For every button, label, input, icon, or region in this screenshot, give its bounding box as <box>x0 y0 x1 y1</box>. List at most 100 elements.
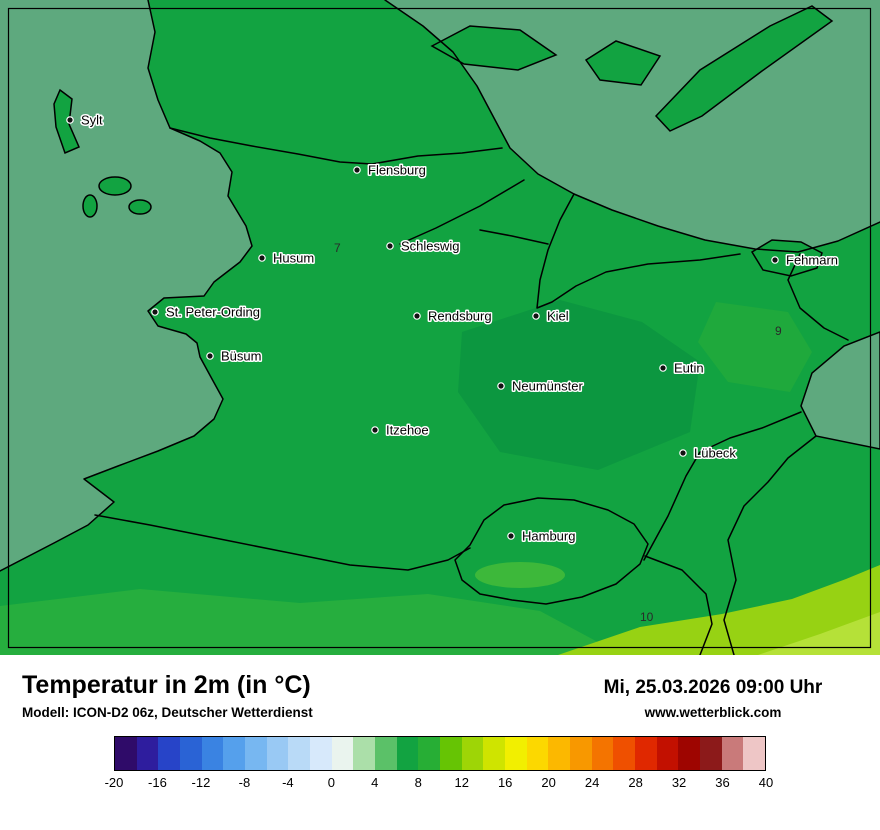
colorbar-segment <box>570 737 592 770</box>
city-dot <box>371 426 379 434</box>
city-label: Husum <box>273 251 314 266</box>
city-label: Fehmarn <box>786 253 838 268</box>
colorbar-segment <box>635 737 657 770</box>
colorbar-segment <box>136 737 159 770</box>
colorbar-segment <box>505 737 527 770</box>
island-langeland <box>654 5 834 132</box>
colorbar-tick: -12 <box>191 775 211 790</box>
map-footer: Temperatur in 2m (in °C) Mi, 25.03.2026 … <box>0 655 880 830</box>
city-dot <box>659 364 667 372</box>
temp-patch-lime-light <box>758 612 880 655</box>
city-label: Sylt <box>81 113 103 128</box>
city-label: Hamburg <box>522 529 575 544</box>
colorbar-segment <box>613 737 636 770</box>
city-label: Flensburg <box>368 163 426 178</box>
city-dot <box>771 256 779 264</box>
city-dot <box>413 312 421 320</box>
island-aeroe <box>584 40 662 86</box>
city-label: Lübeck <box>694 446 736 461</box>
colorbar-segment <box>656 737 679 770</box>
colorbar-tick: 28 <box>628 775 643 790</box>
city-dot <box>258 254 266 262</box>
city-label: Neumünster <box>512 379 583 394</box>
temperature-value-label: 10 <box>640 610 654 624</box>
colorbar-tick: 8 <box>414 775 422 790</box>
colorbar-segment <box>591 737 614 770</box>
city-marker-fehmarn: Fehmarn <box>771 251 840 269</box>
temp-patch-east <box>698 302 812 392</box>
temp-patch-hamburg <box>475 562 565 588</box>
colorbar-tick: 4 <box>371 775 379 790</box>
city-label: Schleswig <box>401 239 460 254</box>
temp-patch-center <box>458 300 700 470</box>
city-label: Itzehoe <box>386 423 429 438</box>
model-info: Modell: ICON-D2 06z, Deutscher Wetterdie… <box>22 705 313 720</box>
city-marker-l-beck: Lübeck <box>679 444 738 462</box>
temperature-colorbar <box>114 736 766 771</box>
denmark-border <box>169 127 503 165</box>
colorbar-tick: 32 <box>671 775 687 790</box>
island-foehr <box>98 176 132 196</box>
city-dot <box>679 449 687 457</box>
colorbar-segment <box>223 737 246 770</box>
temperature-value-label: 7 <box>334 241 341 255</box>
colorbar-segment <box>526 737 549 770</box>
website-url: www.wetterblick.com <box>644 705 782 720</box>
elbe-river-west <box>94 514 471 571</box>
colorbar-tick: 40 <box>758 775 774 790</box>
eckernfoerde-bay <box>479 229 549 245</box>
city-dot <box>532 312 540 320</box>
value-label-layer: 7 9 10 <box>334 241 782 624</box>
coastline-kiel <box>536 193 741 309</box>
city-label: Büsum <box>221 349 261 364</box>
coastline-fehmarn-sound <box>787 253 849 341</box>
colorbar-tick: -16 <box>148 775 167 790</box>
colorbar-segment <box>266 737 289 770</box>
city-label: St. Peter-Ording <box>166 305 260 320</box>
temperature-value-label: 9 <box>775 324 782 338</box>
island-fehmarn <box>750 239 823 277</box>
colorbar-area: -20 -16 -12 -8 -4 0 4 8 12 16 20 24 28 32 36 40 <box>0 736 880 797</box>
elbe-river-east <box>644 555 713 656</box>
temp-patch-bottom <box>0 589 622 655</box>
city-dot <box>386 242 394 250</box>
city-marker-husum: Husum <box>258 249 316 267</box>
colorbar-segment <box>721 737 744 770</box>
colorbar-tick: 0 <box>327 775 335 790</box>
colorbar-segment <box>743 737 766 770</box>
mecklenburg-border <box>723 435 817 656</box>
coastline-west <box>0 0 253 572</box>
page-title: Temperatur in 2m (in °C) <box>22 671 311 699</box>
colorbar-segment <box>331 737 354 770</box>
map-frame <box>7 7 872 649</box>
city-dot <box>353 166 361 174</box>
city-marker-b-sum: Büsum <box>206 347 263 365</box>
city-marker-hamburg: Hamburg <box>507 527 577 545</box>
city-marker-itzehoe: Itzehoe <box>371 421 430 439</box>
city-dot <box>206 352 214 360</box>
colorbar-segment <box>245 737 267 770</box>
city-layer: Sylt Flensburg Husum Schleswig St. Peter-Ord… <box>66 111 840 545</box>
colorbar-tick: 16 <box>497 775 513 790</box>
city-marker-st-peter-ording: St. Peter-Ording <box>151 303 261 321</box>
city-marker-sylt: Sylt <box>66 111 105 129</box>
city-marker-kiel: Kiel <box>532 307 570 325</box>
colorbar-segment <box>548 737 571 770</box>
colorbar-tick: 20 <box>541 775 556 790</box>
colorbar-segment <box>396 737 419 770</box>
city-marker-eutin: Eutin <box>659 359 705 377</box>
colorbar-tick: 12 <box>454 775 469 790</box>
colorbar-segment <box>158 737 181 770</box>
city-dot <box>497 382 505 390</box>
city-dot <box>507 532 515 540</box>
schlei-fjord <box>399 179 525 245</box>
colorbar-tick: -20 <box>104 775 124 790</box>
temp-patch-lime <box>558 565 880 655</box>
city-marker-flensburg: Flensburg <box>353 161 427 179</box>
island-pellworm <box>128 199 152 215</box>
colorbar-segment <box>483 737 506 770</box>
colorbar-segment <box>418 737 441 770</box>
island-amrum <box>82 194 98 218</box>
colorbar-segment <box>288 737 311 770</box>
